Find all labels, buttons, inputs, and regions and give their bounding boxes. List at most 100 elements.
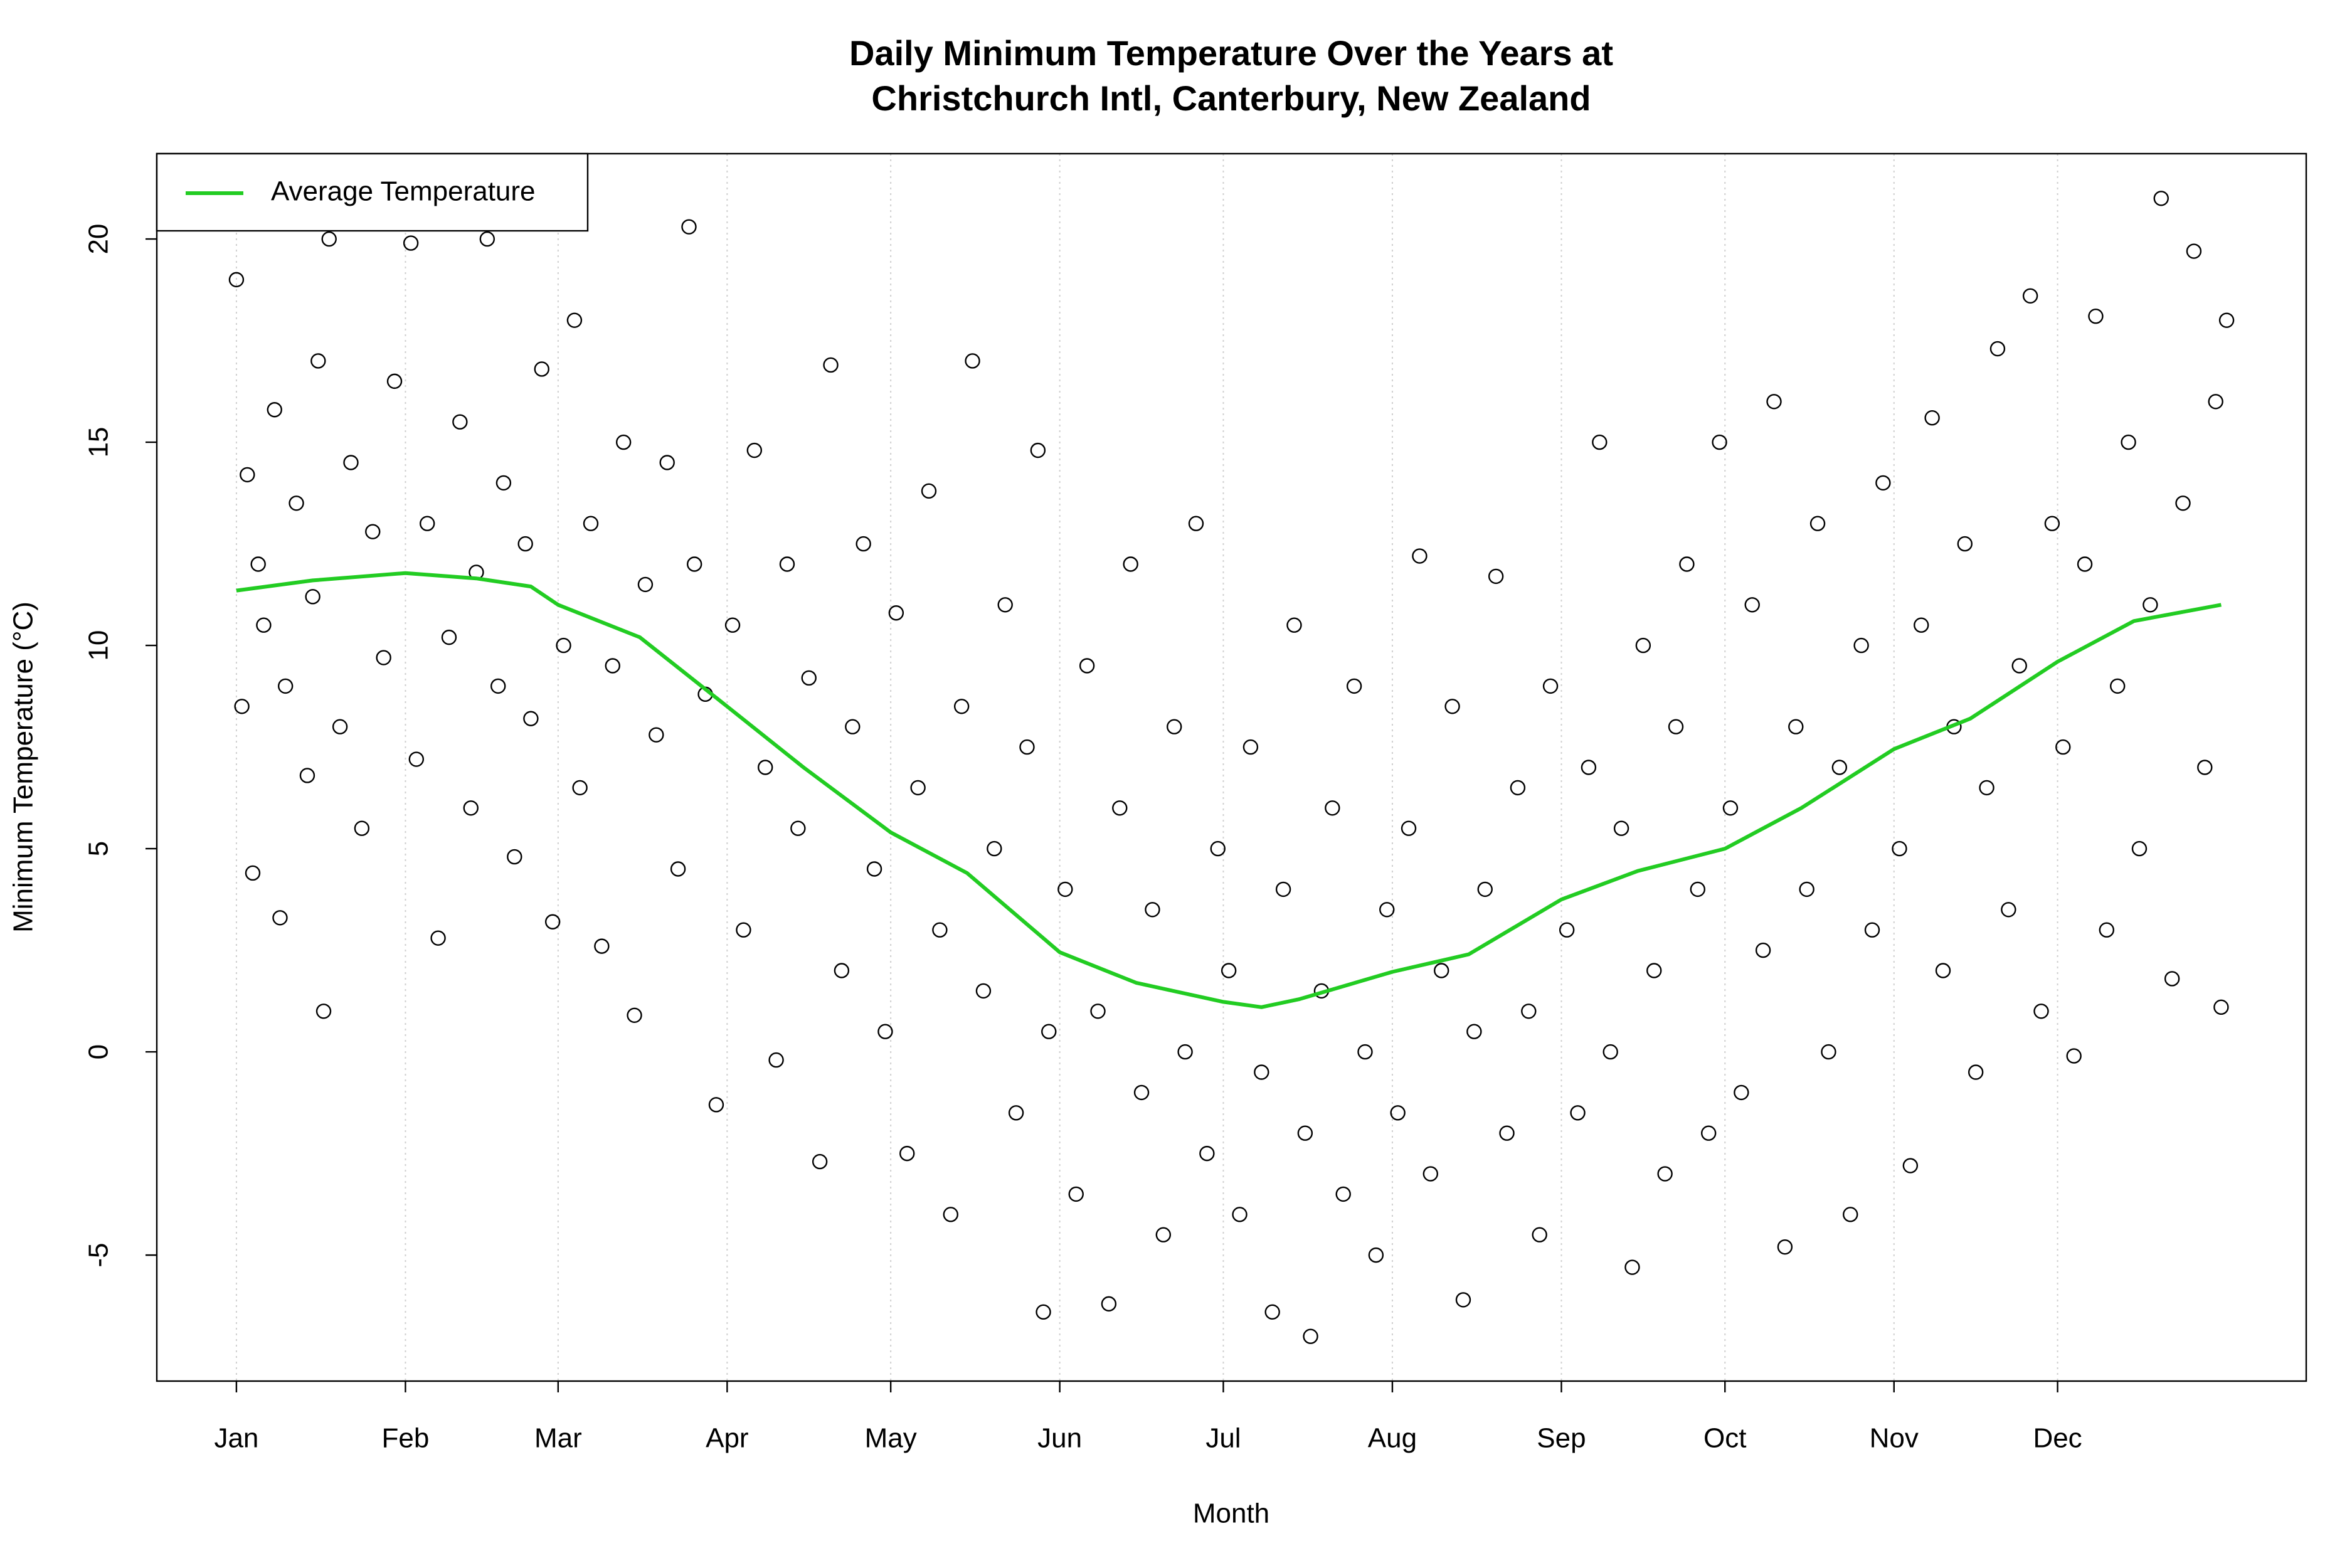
- data-point: [1199, 1145, 1215, 1162]
- x-tick-label: Aug: [1368, 1423, 1417, 1454]
- data-point: [408, 751, 425, 767]
- data-point: [965, 353, 980, 369]
- data-point: [2110, 678, 2126, 694]
- data-point: [430, 930, 446, 946]
- data-point: [1068, 1186, 1084, 1202]
- data-point: [1346, 678, 1362, 694]
- data-point: [686, 556, 702, 572]
- data-point: [1712, 434, 1727, 450]
- data-point: [1188, 516, 1204, 531]
- data-point: [1379, 902, 1395, 918]
- data-point: [1700, 1125, 1717, 1141]
- data-point: [975, 983, 992, 999]
- data-point: [2164, 971, 2180, 987]
- data-point: [1133, 1084, 1150, 1101]
- data-point: [256, 617, 272, 633]
- y-tick-label: -5: [83, 1243, 114, 1268]
- data-point: [605, 658, 620, 674]
- average-line: [236, 571, 2222, 1009]
- data-point: [1412, 548, 1428, 564]
- data-point: [921, 483, 937, 499]
- data-point: [354, 820, 370, 836]
- data-point: [240, 467, 255, 483]
- data-point: [1335, 1186, 1351, 1202]
- data-point: [305, 589, 320, 605]
- data-point: [627, 1007, 642, 1023]
- y-tick-label: 15: [83, 427, 114, 458]
- data-point: [746, 442, 763, 458]
- data-point: [2153, 191, 2169, 206]
- data-point: [1123, 556, 1138, 572]
- data-point: [1286, 617, 1302, 633]
- data-point: [452, 414, 468, 430]
- data-point: [834, 963, 850, 978]
- y-tick-label: 20: [83, 224, 114, 255]
- data-point: [1755, 942, 1771, 958]
- data-point: [1422, 1166, 1439, 1182]
- data-point: [1145, 902, 1160, 918]
- data-point: [267, 402, 282, 418]
- data-point: [2186, 243, 2202, 259]
- data-point: [420, 516, 435, 531]
- data-point: [1914, 617, 1929, 633]
- data-point: [1668, 719, 1684, 734]
- data-point: [1455, 1292, 1471, 1308]
- data-point: [1444, 699, 1460, 714]
- data-point: [899, 1145, 915, 1162]
- data-point: [1646, 963, 1662, 978]
- data-point: [953, 699, 970, 714]
- data-point: [1542, 678, 1559, 694]
- data-point: [1744, 597, 1760, 613]
- data-point: [877, 1024, 893, 1039]
- data-point: [523, 711, 539, 726]
- data-point: [1979, 780, 1994, 796]
- data-point: [1532, 1227, 1547, 1242]
- data-point: [987, 840, 1002, 857]
- x-tick-label: May: [865, 1423, 917, 1454]
- data-point: [659, 455, 675, 470]
- data-point: [315, 1004, 332, 1019]
- data-point: [866, 861, 882, 877]
- data-point: [2099, 922, 2115, 938]
- data-point: [507, 849, 522, 865]
- data-point: [1079, 658, 1095, 674]
- data-point: [932, 922, 948, 938]
- data-point: [1357, 1044, 1373, 1060]
- x-tick-label: Dec: [2033, 1423, 2082, 1454]
- data-point: [1499, 1125, 1515, 1141]
- x-tick-label: Feb: [382, 1423, 430, 1454]
- data-point: [1242, 739, 1259, 755]
- data-point: [790, 820, 806, 836]
- data-point: [1559, 922, 1575, 938]
- data-point: [1592, 434, 1608, 450]
- data-point: [321, 231, 337, 247]
- y-tick-label: 10: [83, 630, 114, 661]
- data-point: [1210, 840, 1226, 857]
- data-point: [845, 719, 861, 734]
- data-point: [1635, 637, 1651, 654]
- data-point: [1613, 820, 1629, 836]
- data-point: [681, 219, 697, 235]
- data-point: [1875, 475, 1891, 491]
- data-point: [534, 361, 549, 377]
- y-tick-label: 5: [83, 841, 114, 856]
- data-point: [1799, 881, 1814, 898]
- data-point: [1112, 800, 1128, 816]
- data-point: [1821, 1044, 1836, 1060]
- data-point: [1624, 1259, 1640, 1275]
- data-point: [1864, 922, 1880, 938]
- data-point: [1777, 1239, 1793, 1255]
- data-point: [779, 556, 795, 572]
- data-point: [856, 536, 871, 552]
- chart-title: Christchurch Intl, Canterbury, New Zeala…: [871, 78, 1591, 118]
- data-point: [1264, 1304, 1280, 1320]
- data-point: [2033, 1004, 2049, 1019]
- data-point: [277, 678, 294, 694]
- plot-frame: [156, 152, 2307, 1382]
- data-point: [1041, 1024, 1057, 1039]
- data-point: [386, 373, 403, 389]
- data-point: [943, 1207, 958, 1222]
- data-point: [670, 861, 686, 877]
- data-point: [272, 910, 288, 926]
